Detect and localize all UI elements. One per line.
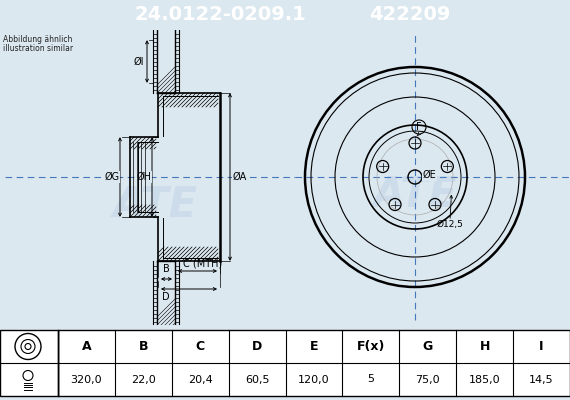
- Text: F: F: [416, 122, 422, 132]
- Text: 185,0: 185,0: [469, 374, 500, 384]
- Text: 120,0: 120,0: [298, 374, 330, 384]
- Text: ATE: ATE: [373, 174, 458, 216]
- Text: 14,5: 14,5: [529, 374, 554, 384]
- Text: D: D: [252, 340, 262, 353]
- Text: 20,4: 20,4: [188, 374, 213, 384]
- Bar: [0, 330, 58, 396]
- Text: E: E: [310, 340, 318, 353]
- Text: G: G: [422, 340, 433, 353]
- Text: 422209: 422209: [369, 6, 451, 24]
- Text: 22,0: 22,0: [131, 374, 156, 384]
- Text: ØE: ØE: [423, 170, 437, 180]
- Bar: [58, 330, 570, 396]
- Text: B: B: [163, 264, 170, 274]
- Text: 75,0: 75,0: [416, 374, 440, 384]
- Text: ØI: ØI: [134, 56, 144, 66]
- Text: B: B: [139, 340, 148, 353]
- Text: I: I: [539, 340, 544, 353]
- Text: 60,5: 60,5: [245, 374, 270, 384]
- Text: ØA: ØA: [233, 172, 247, 182]
- Text: 320,0: 320,0: [71, 374, 102, 384]
- Text: 5: 5: [368, 374, 374, 384]
- Text: C: C: [196, 340, 205, 353]
- Text: illustration similar: illustration similar: [3, 44, 73, 53]
- Text: H: H: [479, 340, 490, 353]
- Text: ØG: ØG: [104, 172, 120, 182]
- Text: Abbildung ähnlich: Abbildung ähnlich: [3, 35, 72, 44]
- Text: F(x): F(x): [357, 340, 385, 353]
- Text: C (MTH): C (MTH): [183, 258, 222, 268]
- Text: D: D: [162, 292, 170, 302]
- Text: ATE: ATE: [112, 184, 197, 226]
- Text: Ø12,5: Ø12,5: [437, 220, 463, 230]
- Text: ØH: ØH: [136, 172, 152, 182]
- Text: 24.0122-0209.1: 24.0122-0209.1: [134, 6, 306, 24]
- Text: A: A: [82, 340, 91, 353]
